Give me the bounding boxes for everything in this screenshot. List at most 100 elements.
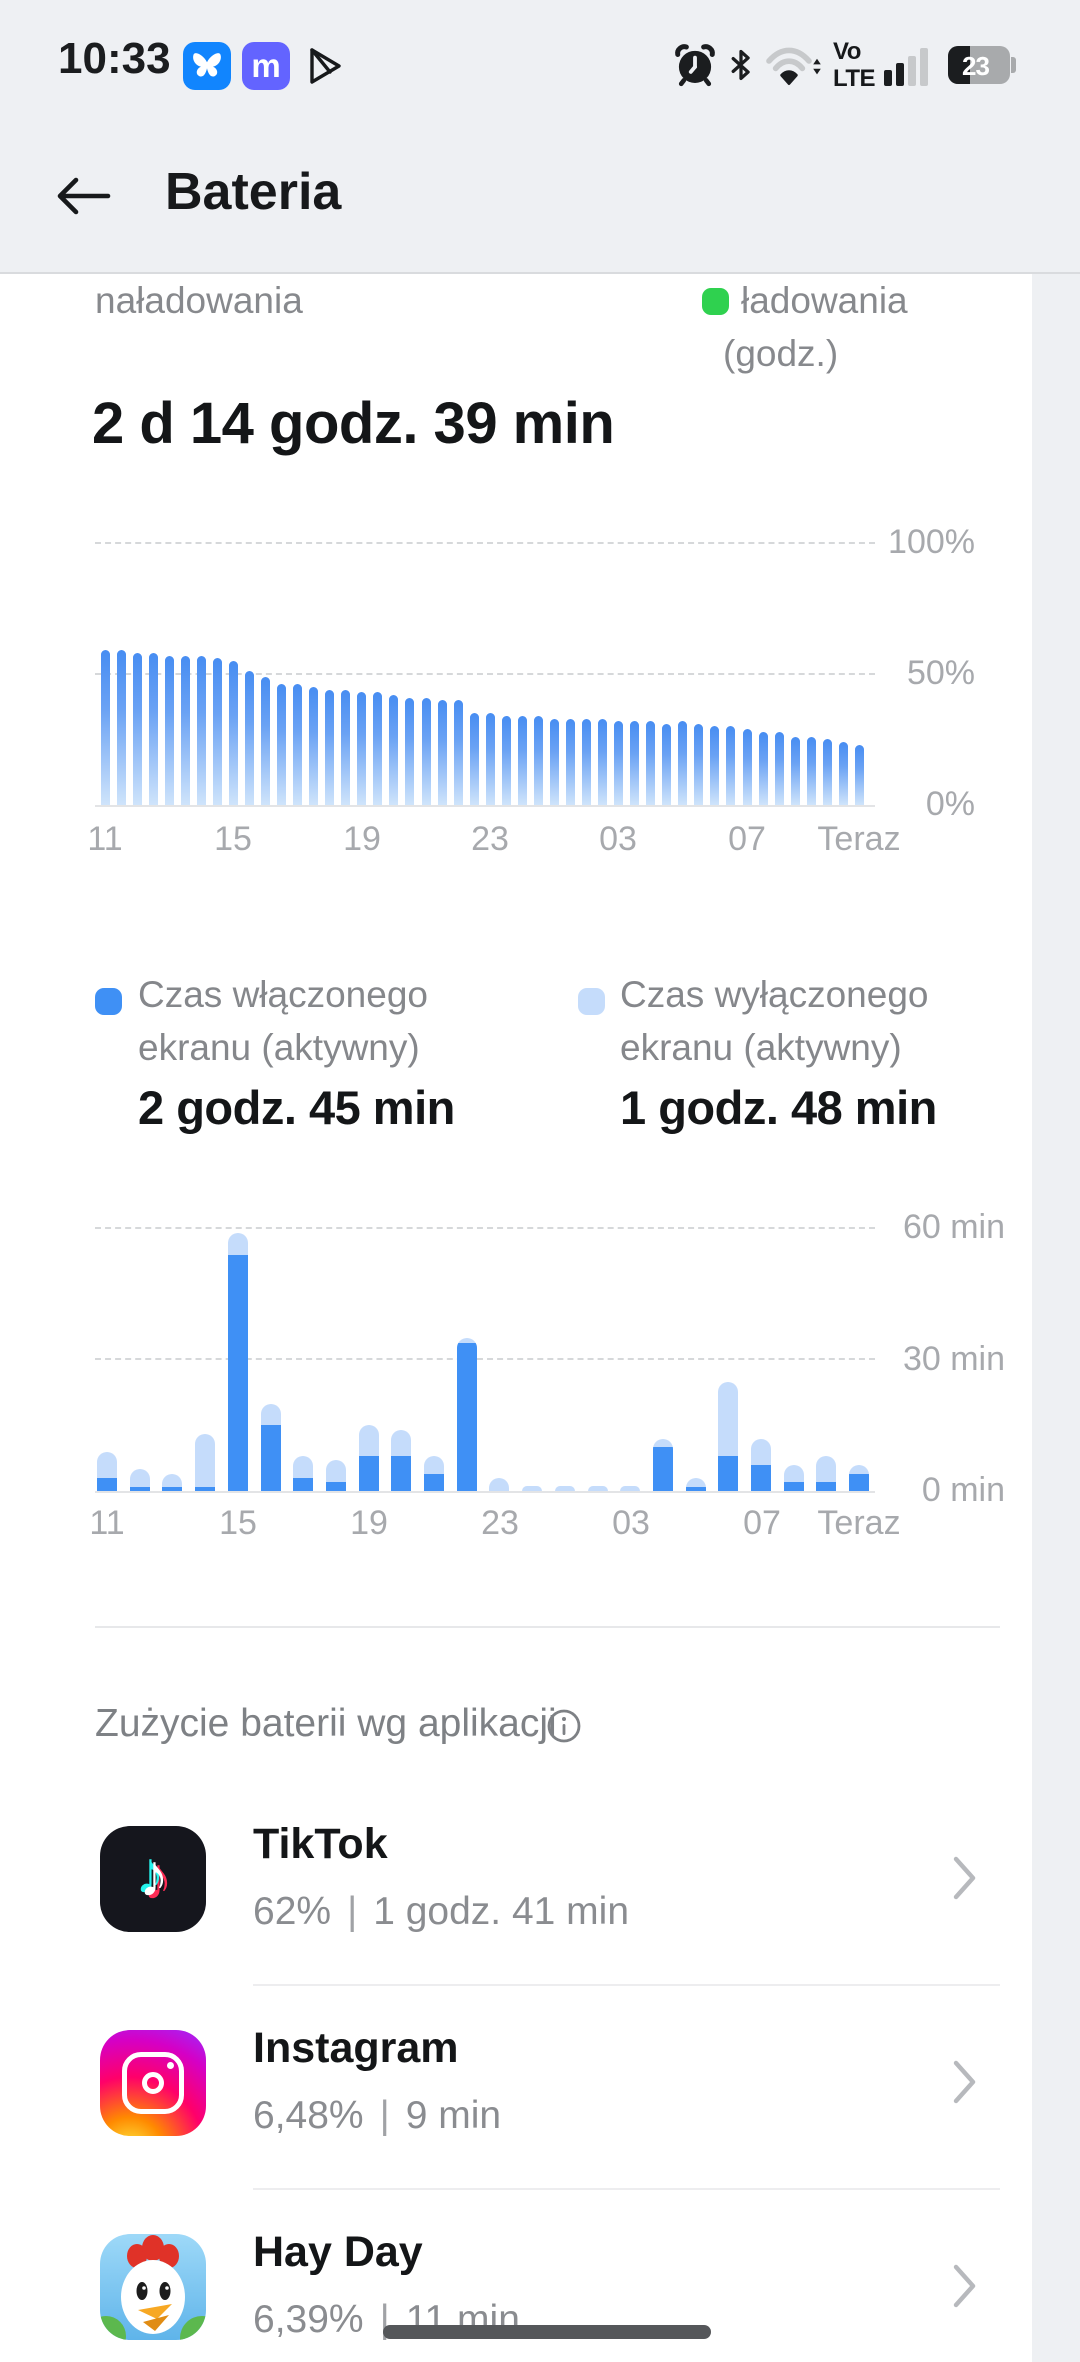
screen-time-baseline	[95, 1491, 875, 1493]
battery-level-bar	[244, 671, 254, 805]
instagram-app-icon	[100, 2030, 206, 2136]
chevron-right-icon	[952, 2262, 978, 2315]
battery-level-bar	[710, 726, 720, 805]
gridline-50	[95, 673, 875, 675]
battery-level-bar	[293, 684, 303, 805]
screen-on-legend-dot	[95, 988, 122, 1015]
section-divider	[95, 1626, 1000, 1628]
battery-level-bar	[806, 737, 816, 805]
battery-level-bar	[132, 653, 142, 805]
screen-time-bar	[652, 1439, 673, 1491]
screen-time-bar	[391, 1430, 412, 1491]
app-usage-stats: 6,48% | 9 min	[253, 2094, 501, 2138]
screen-time-bar	[816, 1456, 837, 1491]
screen-time-bar	[293, 1456, 314, 1491]
stats-separator: |	[379, 2298, 390, 2341]
screen-time-bar	[849, 1465, 870, 1491]
screen-time-bar	[358, 1425, 379, 1491]
battery-level-bar	[405, 698, 415, 805]
screen-time-bar	[325, 1460, 346, 1491]
screen-off-label-line1: Czas wyłączonego	[620, 974, 929, 1015]
screen-time-bar	[783, 1465, 804, 1491]
mastodon-glyph: m	[251, 47, 281, 84]
app-usage-row-tiktok[interactable]: ♪ TikTok 62% | 1 godz. 41 min	[0, 1820, 1032, 2030]
screen-off-value: 1 godz. 48 min	[620, 1081, 937, 1134]
battery-percent-label: 23	[962, 51, 990, 81]
battery-level-bar	[196, 656, 206, 805]
app-usage-row-instagram[interactable]: Instagram 6,48% | 9 min	[0, 2024, 1032, 2234]
status-time: 10:33	[58, 34, 171, 83]
info-icon[interactable]	[546, 1708, 582, 1744]
play-store-notification-icon	[301, 42, 349, 90]
charging-legend-line2: (godz.)	[723, 333, 839, 374]
instagram-camera-icon	[122, 2052, 184, 2114]
x-axis-label: 15	[219, 1504, 257, 1542]
battery-level-bar	[212, 658, 222, 805]
battery-level-bar	[116, 650, 126, 805]
battery-level-bar	[357, 692, 367, 805]
y-axis-label: 60 min	[902, 1208, 1005, 1246]
x-axis-label: 03	[612, 1504, 650, 1542]
x-axis-label: 19	[343, 820, 381, 858]
screen-time-bar	[260, 1404, 281, 1491]
bluesky-notification-icon	[183, 42, 231, 90]
screen-time-bar	[195, 1434, 216, 1491]
battery-level-bar	[790, 737, 800, 805]
hayday-app-icon	[100, 2234, 206, 2340]
battery-level-bar	[598, 719, 608, 805]
row-divider	[253, 1984, 1000, 1986]
battery-level-bar	[582, 719, 591, 805]
battery-level-bar	[373, 692, 383, 805]
gesture-navigation-bar[interactable]	[383, 2325, 711, 2339]
y-axis-label: 0 min	[921, 1471, 1005, 1509]
screen-time-bar	[489, 1478, 510, 1491]
screen-time-bar	[227, 1233, 248, 1491]
battery-level-bar	[309, 687, 319, 805]
tiktok-app-icon: ♪	[100, 1826, 206, 1932]
screen-time-bar	[522, 1486, 543, 1491]
battery-level-plot	[95, 542, 875, 807]
screen-time-bar	[620, 1486, 641, 1491]
app-usage-row-hayday[interactable]: Hay Day 6,39% | 11 min	[0, 2228, 1032, 2362]
chevron-right-icon	[952, 2058, 978, 2111]
wifi-icon	[766, 44, 824, 93]
row-divider	[253, 2188, 1000, 2190]
play-triangle-icon	[310, 48, 341, 84]
y-axis-label: 50%	[906, 654, 975, 692]
battery-level-bar	[421, 698, 431, 805]
x-axis-label: 03	[599, 820, 637, 858]
battery-level-bar	[501, 716, 511, 805]
screen-off-legend-dot	[578, 988, 605, 1015]
x-axis-label: 07	[728, 820, 766, 858]
battery-level-bar	[180, 656, 190, 805]
screen-on-label-line1: Czas włączonego	[138, 974, 428, 1015]
app-percent: 6,39%	[253, 2298, 364, 2341]
battery-level-bar	[389, 695, 399, 805]
battery-level-bar	[277, 684, 287, 805]
battery-level-x-axis: 11 15 19 23 03 07 Teraz	[87, 820, 900, 860]
chevron-right-icon	[952, 1854, 978, 1907]
back-button[interactable]	[48, 164, 120, 228]
battery-level-bar	[774, 732, 784, 805]
battery-duration-stat: 2 d 14 godz. 39 min	[92, 391, 615, 456]
battery-level-bar	[148, 653, 158, 805]
battery-fill	[948, 46, 970, 84]
gridline-60min	[95, 1227, 875, 1229]
y-axis-label: 30 min	[902, 1339, 1005, 1378]
battery-level-bar	[164, 656, 174, 805]
x-axis-label: 11	[89, 1504, 125, 1542]
screen-time-bar	[97, 1452, 117, 1491]
screen-time-plot	[95, 1227, 875, 1493]
app-usage-stats: 62% | 1 godz. 41 min	[253, 1890, 629, 1934]
battery-level-bar	[325, 690, 335, 805]
screen-time-bar	[587, 1486, 608, 1491]
app-time: 9 min	[405, 2094, 502, 2137]
content-panel	[0, 274, 1032, 2362]
stats-separator: |	[347, 1890, 358, 1933]
screen-on-legend-label: Czas włączonego ekranu (aktywny)	[138, 968, 428, 1074]
butterfly-icon	[193, 53, 221, 77]
screen-time-bar	[554, 1486, 575, 1491]
signal-strength-icon	[884, 46, 930, 86]
app-percent: 62%	[253, 1890, 332, 1933]
